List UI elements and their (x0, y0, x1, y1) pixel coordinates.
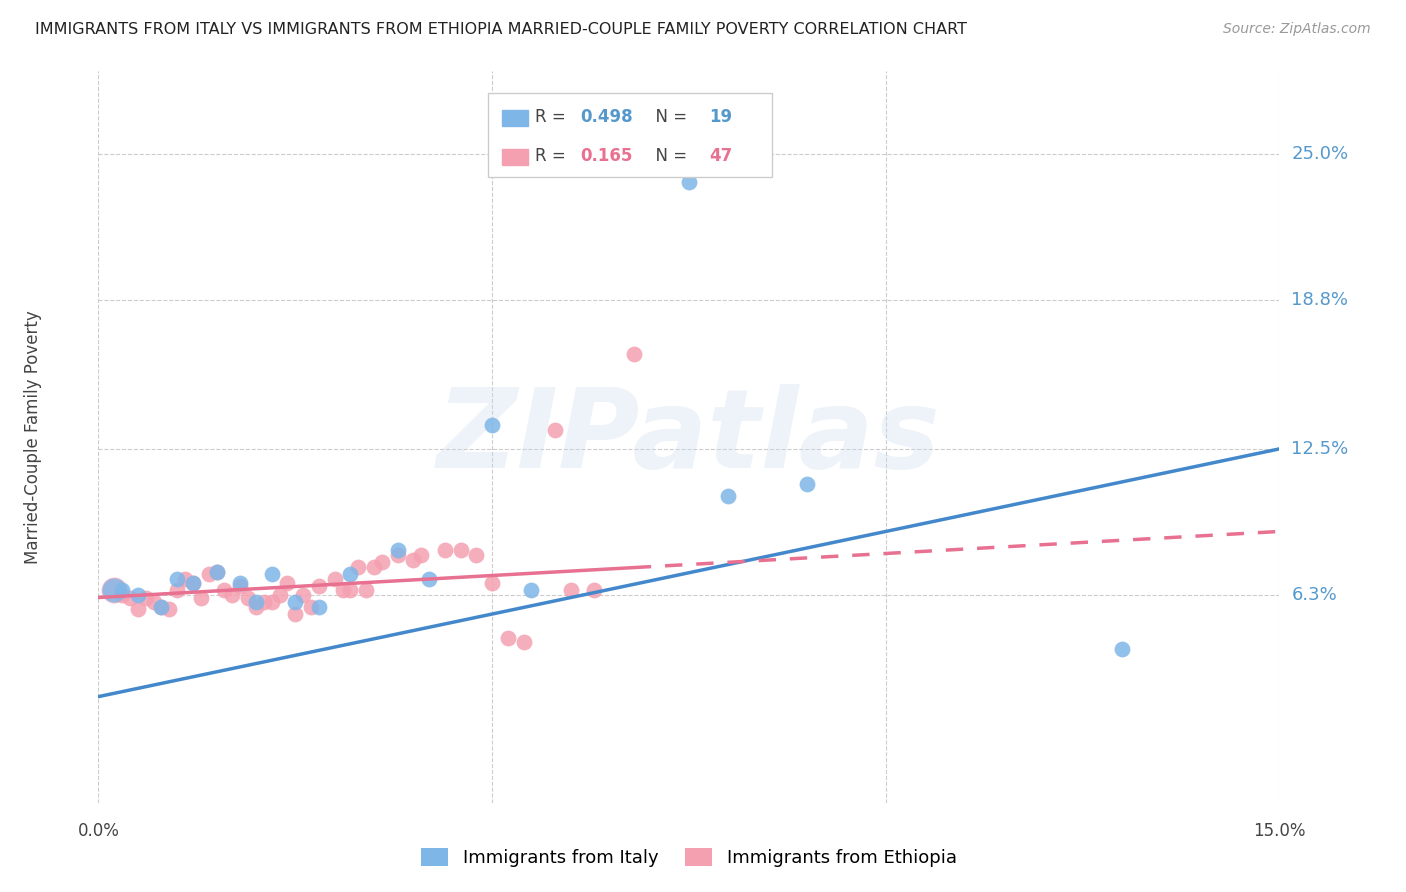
Point (181, 576, 204, 591)
Text: ZIPatlas: ZIPatlas (437, 384, 941, 491)
Point (103, 583, 125, 598)
Point (387, 543, 409, 558)
Point (481, 576, 503, 591)
Point (166, 572, 188, 586)
Point (245, 599, 267, 614)
Point (371, 555, 394, 569)
Point (190, 591, 212, 605)
Point (481, 418, 503, 433)
Point (411, 548, 433, 562)
Point (339, 566, 361, 581)
Point (678, 175, 700, 189)
Point (276, 576, 298, 591)
Point (387, 548, 409, 562)
Point (308, 599, 330, 614)
Text: N =: N = (645, 147, 693, 165)
Point (512, 635, 534, 649)
Text: 0.165: 0.165 (581, 147, 633, 165)
Point (433, 543, 456, 558)
Point (197, 566, 219, 581)
Point (354, 583, 377, 598)
Point (205, 565, 228, 579)
Point (127, 602, 149, 616)
Point (229, 579, 252, 593)
Point (166, 583, 188, 598)
Point (135, 591, 157, 605)
Point (1111, 642, 1133, 657)
Text: N =: N = (645, 108, 693, 126)
Point (544, 423, 567, 437)
Bar (502, 149, 529, 165)
Point (214, 583, 236, 598)
Text: R =: R = (536, 147, 571, 165)
Point (157, 602, 180, 616)
FancyBboxPatch shape (488, 94, 772, 178)
Point (363, 559, 385, 574)
Point (269, 588, 291, 602)
Point (284, 607, 307, 621)
Point (236, 591, 259, 605)
Point (323, 572, 346, 586)
Text: Source: ZipAtlas.com: Source: ZipAtlas.com (1223, 22, 1371, 37)
Point (205, 565, 228, 579)
Text: 18.8%: 18.8% (1291, 291, 1348, 310)
Point (402, 553, 425, 567)
Point (450, 543, 472, 558)
Point (127, 588, 149, 602)
Point (260, 595, 283, 609)
Point (174, 572, 197, 586)
Point (332, 583, 354, 598)
Point (111, 588, 134, 602)
Point (260, 566, 283, 581)
Text: Married-Couple Family Poverty: Married-Couple Family Poverty (24, 310, 42, 564)
Point (796, 477, 818, 491)
Point (111, 583, 134, 598)
Text: R =: R = (536, 108, 571, 126)
Text: 15.0%: 15.0% (1253, 822, 1306, 839)
Bar (502, 110, 529, 126)
Point (308, 579, 330, 593)
Point (181, 576, 204, 591)
Point (465, 548, 488, 562)
Text: 25.0%: 25.0% (1291, 145, 1348, 163)
Point (496, 631, 519, 645)
Point (418, 572, 440, 586)
Point (292, 588, 315, 602)
Text: 47: 47 (709, 147, 733, 165)
Point (717, 489, 740, 503)
Point (150, 599, 173, 614)
Point (221, 588, 243, 602)
Point (103, 583, 125, 598)
Point (520, 583, 543, 598)
Point (253, 595, 276, 609)
Legend: Immigrants from Italy, Immigrants from Ethiopia: Immigrants from Italy, Immigrants from E… (413, 840, 965, 874)
Point (284, 595, 307, 609)
Point (150, 599, 173, 614)
Text: 12.5%: 12.5% (1291, 440, 1348, 458)
Text: 6.3%: 6.3% (1291, 586, 1337, 604)
Text: 0.498: 0.498 (581, 108, 633, 126)
Point (339, 583, 361, 598)
Point (229, 576, 252, 591)
Point (299, 599, 322, 614)
Point (347, 559, 370, 574)
Text: IMMIGRANTS FROM ITALY VS IMMIGRANTS FROM ETHIOPIA MARRIED-COUPLE FAMILY POVERTY : IMMIGRANTS FROM ITALY VS IMMIGRANTS FROM… (35, 22, 967, 37)
Text: 19: 19 (709, 108, 733, 126)
Point (583, 583, 606, 598)
Point (245, 595, 267, 609)
Point (142, 595, 165, 609)
Point (560, 583, 582, 598)
Point (118, 591, 141, 605)
Text: 0.0%: 0.0% (77, 822, 120, 839)
Point (623, 347, 645, 361)
